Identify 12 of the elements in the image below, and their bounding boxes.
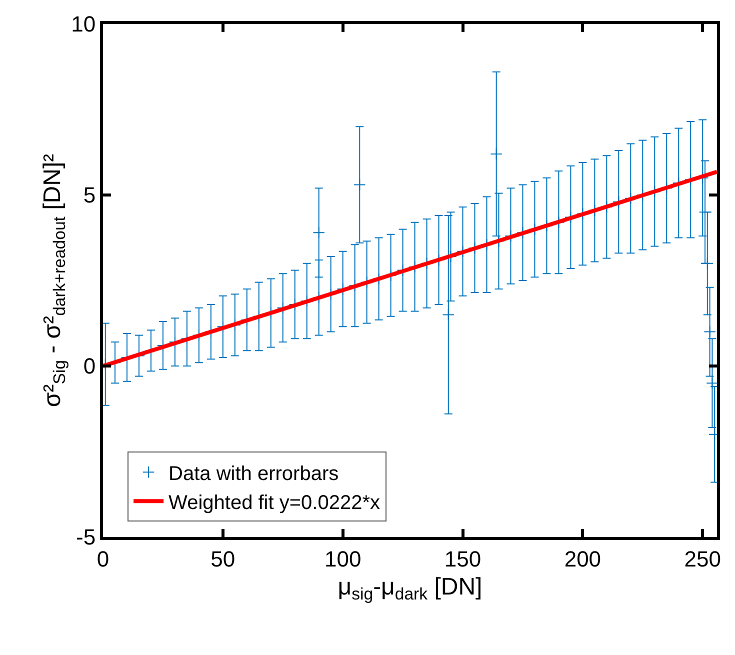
x-tick-label: 250 bbox=[684, 546, 721, 572]
x-tick-label: 100 bbox=[324, 546, 362, 572]
y-tick-label: 5 bbox=[83, 182, 96, 208]
x-tick-label: 200 bbox=[564, 546, 602, 572]
y-tick-label: 10 bbox=[71, 12, 96, 37]
legend-label: Data with errorbars bbox=[168, 462, 339, 485]
y-tick-label: 0 bbox=[83, 354, 96, 379]
x-tick-label: 150 bbox=[444, 546, 482, 572]
x-axis-title: μ$_{sig}$-μ$_{dark}$ [DN] bbox=[338, 574, 482, 604]
legend-label: Weighted fit y=0.0222*x bbox=[168, 492, 380, 514]
x-tick-label: 50 bbox=[210, 546, 236, 572]
y-tick-label: -5 bbox=[76, 524, 96, 550]
